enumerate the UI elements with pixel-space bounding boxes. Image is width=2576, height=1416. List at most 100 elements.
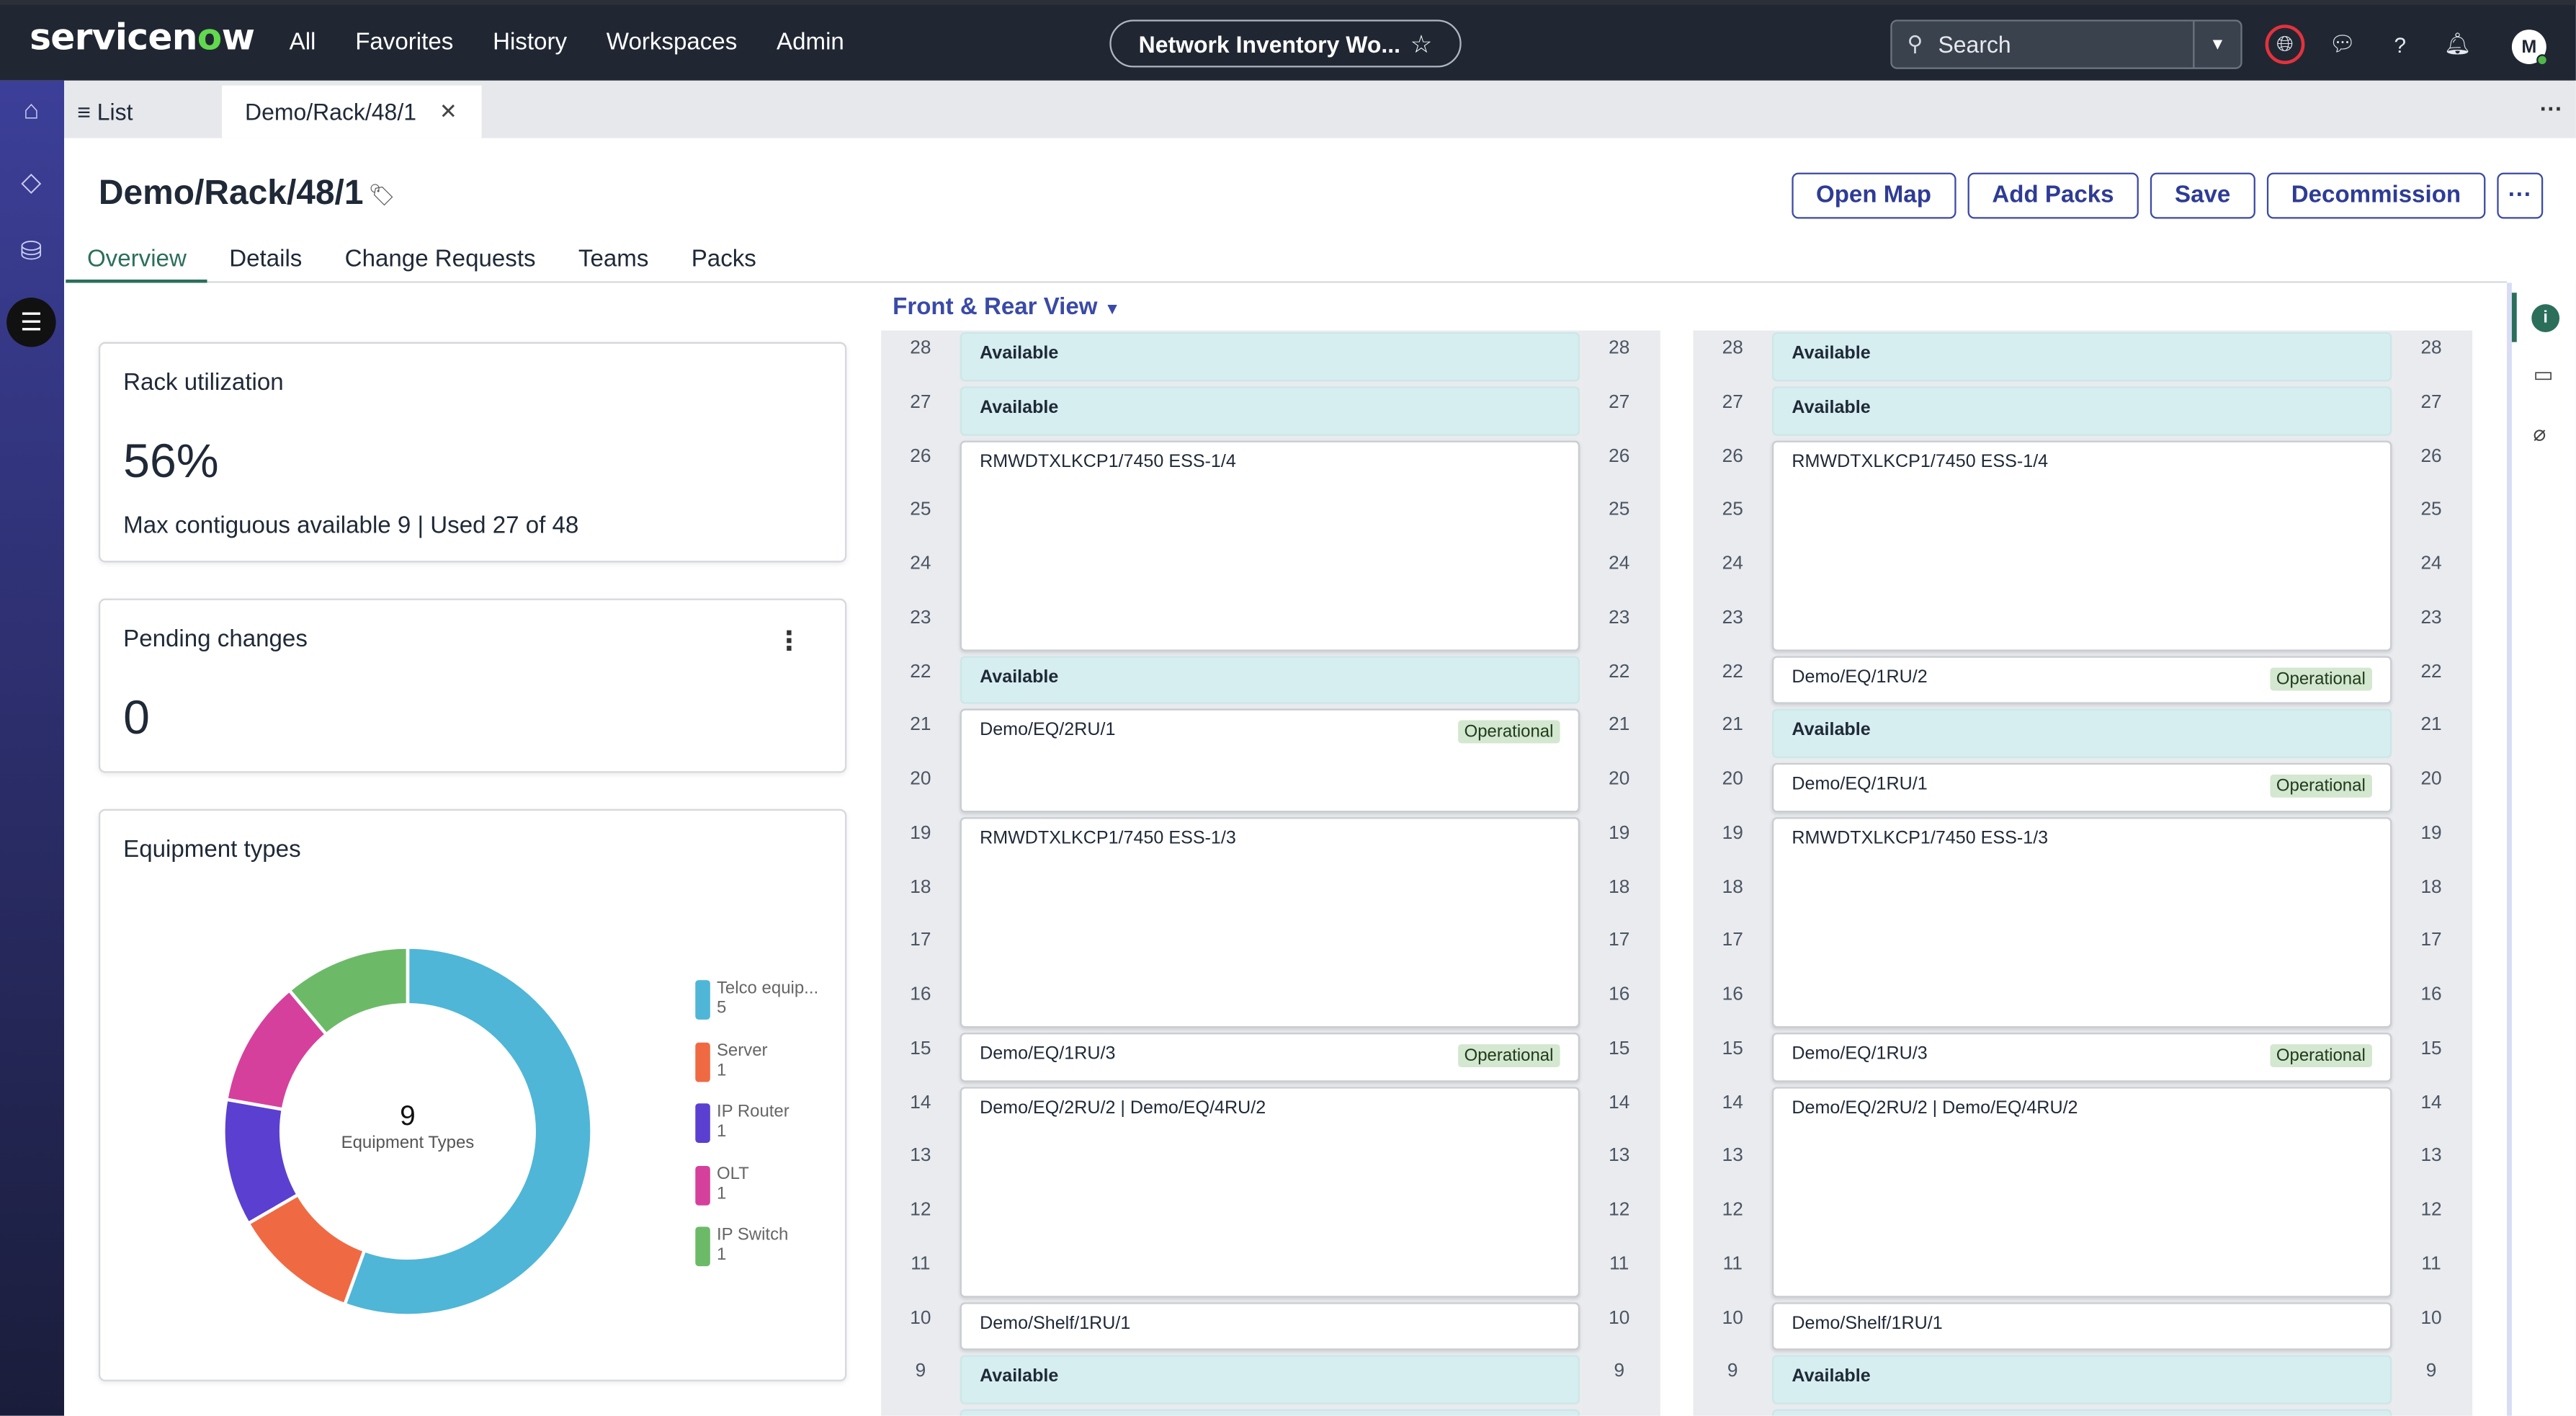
global-search[interactable]: ⚲ Search ▼ [1890,19,2242,69]
pending-changes-card: Pending changes ⋮ 0 [98,598,847,773]
home-icon[interactable]: ⌂ [23,97,40,125]
rack-view-selector[interactable]: Front & Rear View ▼ [893,294,1121,321]
rack-slot-device[interactable]: RMWDTXLKCP1/7450 ESS-1/3 [1771,816,2392,1028]
save-button[interactable]: Save [2150,172,2255,219]
tab-record-label: Demo/Rack/48/1 [245,98,416,125]
rack-unit-number: 24 [1609,554,1630,574]
open-map-button[interactable]: Open Map [1791,172,1956,219]
tag-icon[interactable]: 🏷︎ [368,182,395,208]
tab-overview[interactable]: Overview [66,230,208,283]
rack-gutter [2393,330,2474,1416]
rack-slot-device[interactable]: Demo/EQ/1RU/1 Operational [1771,762,2392,812]
shapes-icon[interactable]: ◇ [21,169,42,197]
menu-all[interactable]: All [289,30,316,56]
more-actions-button[interactable]: ··· [2497,172,2544,219]
close-icon[interactable]: ✕ [439,98,457,124]
donut-slice-telco-equip[interactable] [342,945,594,1317]
rack-unit-number: 9 [2425,1362,2437,1382]
paperclip-icon[interactable]: ⌀ [2533,421,2546,446]
rack-slot-device[interactable]: RMWDTXLKCP1/7450 ESS-1/4 [1771,440,2392,651]
rack-slot-available[interactable]: Available [960,1355,1580,1404]
top-nav: servicenow All Favorites History Workspa… [0,0,2576,81]
rack-unit-number: 14 [910,1092,931,1113]
record-subtabs: Overview Details Change Requests Teams P… [66,230,2508,283]
rack-slot-device[interactable]: Demo/EQ/2RU/1 Operational [960,709,1580,812]
rack-unit-number: 28 [2420,339,2442,359]
nav-icons: 🌐︎ 💬︎ ? 🔔︎ [2265,25,2477,64]
rack-slot-available[interactable]: Available [1771,709,2392,759]
rack-slot-device[interactable]: Demo/Shelf/1RU/1 [1771,1301,2392,1351]
rack-utilization-card: Rack utilization 56% Max contiguous avai… [98,342,847,563]
database-search-icon[interactable]: ⛁ [20,238,43,267]
help-icon[interactable]: ? [2394,32,2406,57]
rack-unit-number: 21 [2420,716,2442,736]
rack-unit-number: 21 [1609,716,1630,736]
rack-unit-number: 10 [910,1308,931,1328]
slot-label: RMWDTXLKCP1/7450 ESS-1/4 [980,451,1236,471]
rack-slot-available[interactable] [960,1409,1580,1416]
slot-label: RMWDTXLKCP1/7450 ESS-1/3 [1792,828,2049,848]
rack-unit-number: 22 [1722,662,1743,682]
rack-slot-device[interactable]: Demo/EQ/1RU/3 Operational [1771,1032,2392,1082]
chat-icon[interactable]: 💬︎ [2328,31,2356,56]
more-horizontal-icon[interactable]: ··· [2539,95,2563,122]
rack-slot-available[interactable]: Available [1771,386,2392,435]
calendar-icon[interactable]: ▭ [2533,362,2554,387]
workspace-context-pill[interactable]: Network Inventory Wo... ☆ [1109,19,1462,68]
rack-slot-available[interactable]: Available [960,386,1580,435]
rack-slot-device[interactable]: Demo/EQ/1RU/3 Operational [960,1032,1580,1082]
search-input[interactable]: Search [1938,31,2011,58]
rack-slot-device[interactable]: RMWDTXLKCP1/7450 ESS-1/3 [960,816,1580,1028]
status-badge: Operational [1457,1043,1560,1067]
servicenow-logo[interactable]: servicenow [30,18,255,60]
decommission-button[interactable]: Decommission [2266,172,2486,219]
rack-unit-number: 25 [1722,500,1743,520]
pending-value: 0 [123,692,150,745]
kebab-menu-icon[interactable]: ⋮ [776,628,802,656]
rack-slot-device[interactable]: Demo/EQ/2RU/2 | Demo/EQ/4RU/2 [960,1086,1580,1297]
search-scope-dropdown[interactable]: ▼ [2193,21,2240,68]
rack-slot-device[interactable]: RMWDTXLKCP1/7450 ESS-1/4 [960,440,1580,651]
add-packs-button[interactable]: Add Packs [1967,172,2139,219]
rack-slot-available[interactable]: Available [960,655,1580,705]
tab-record[interactable]: Demo/Rack/48/1 ✕ [222,85,482,138]
donut-slice-ip-switch[interactable] [287,945,410,1037]
right-side-panel-rail: i ▭ ⌀ [2507,282,2576,1416]
legend-count: 1 [716,1244,727,1265]
tab-change-requests[interactable]: Change Requests [344,246,536,273]
info-icon[interactable]: i [2531,304,2560,332]
rack-unit-number: 17 [1722,931,1743,951]
menu-history[interactable]: History [493,30,568,56]
star-icon[interactable]: ☆ [1410,30,1433,59]
rack-slot-device[interactable]: Demo/EQ/1RU/2 Operational [1771,655,2392,705]
tab-details[interactable]: Details [229,246,303,273]
rack-unit-number: 21 [910,716,931,736]
rack-slot-device[interactable]: Demo/EQ/2RU/2 | Demo/EQ/4RU/2 [1771,1086,2392,1297]
rack-slot-available[interactable] [1771,1409,2392,1416]
rack-slot-available[interactable]: Available [1771,331,2392,381]
tab-list[interactable]: ≡ List [77,98,133,125]
rack-slot-available[interactable]: Available [1771,1355,2392,1404]
rack-unit-number: 19 [2420,823,2442,844]
menu-favorites[interactable]: Favorites [355,30,454,56]
rack-slot-device[interactable]: Demo/Shelf/1RU/1 [960,1301,1580,1351]
globe-icon[interactable]: 🌐︎ [2265,25,2305,64]
menu-workspaces[interactable]: Workspaces [606,30,738,56]
bell-icon[interactable]: 🔔︎ [2443,31,2472,56]
left-rail: ⌂ ◇ ⛁ ☰ [0,80,64,1416]
menu-admin[interactable]: Admin [777,30,844,56]
rack-slot-available[interactable]: Available [960,331,1580,381]
donut-center-value: 9 [400,1100,416,1131]
rack-unit-number: 22 [910,662,931,682]
slot-label: Available [980,667,1059,687]
list-icon[interactable]: ☰ [6,298,56,347]
rack-unit-number: 15 [1609,1038,1630,1059]
card-title: Equipment types [123,837,301,864]
rack-unit-number: 11 [1722,1254,1743,1274]
main-menu: All Favorites History Workspaces Admin [290,30,844,56]
tab-teams[interactable]: Teams [578,246,649,273]
avatar[interactable]: M [2511,30,2549,66]
tab-packs[interactable]: Packs [691,246,756,273]
legend-label: Server [716,1040,768,1060]
